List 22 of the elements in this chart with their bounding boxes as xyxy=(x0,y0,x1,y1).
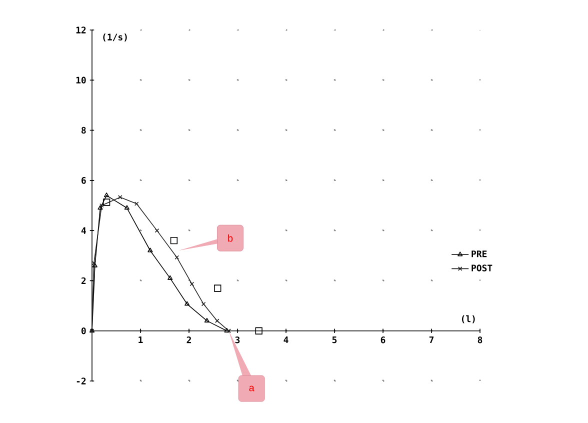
x-tick-label: 1 xyxy=(138,336,143,344)
x-tick-label: 5 xyxy=(332,336,337,344)
legend-label: PRE xyxy=(472,250,487,258)
x-tick-label: 8 xyxy=(478,336,482,344)
x-tick-label: 4 xyxy=(284,336,288,344)
x-tick-label: 3 xyxy=(235,336,240,344)
y-tick-label: 6 xyxy=(82,177,86,184)
y-tick-label: 10 xyxy=(76,76,86,84)
x-axis-title: (l) xyxy=(462,315,475,324)
x-tick-label: 6 xyxy=(380,336,386,344)
y-axis-title: (1/s) xyxy=(103,34,127,42)
x-tick-label: 2 xyxy=(186,336,191,344)
legend-label: POST xyxy=(472,264,492,272)
y-tick-label: 4 xyxy=(81,227,86,234)
y-tick-label: 2 xyxy=(81,277,86,284)
y-tick-label: -2 xyxy=(76,378,86,384)
annotation: a xyxy=(249,386,254,392)
y-tick-label: 8 xyxy=(82,126,86,134)
y-tick-label: 0 xyxy=(81,327,86,334)
x-tick-label: 7 xyxy=(429,336,434,344)
annotation: b xyxy=(228,234,233,242)
y-tick-label: 12 xyxy=(76,26,86,34)
